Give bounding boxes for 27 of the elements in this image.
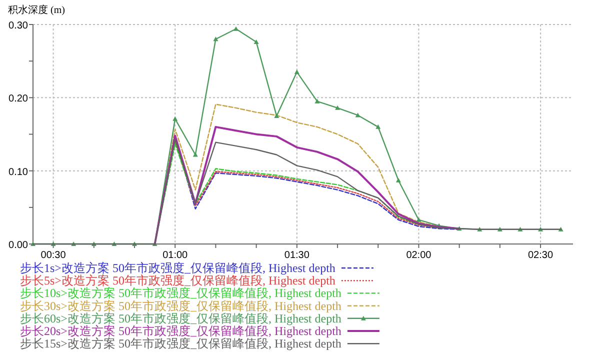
point	[294, 70, 300, 74]
y-tick-label: 0.10	[8, 166, 28, 178]
legend-label: 步长10s>改造方案 50年市政强度_仅保留峰值段, Highest depth	[20, 286, 342, 300]
point	[396, 178, 401, 182]
x-tick-label: 02:00	[406, 250, 432, 261]
point	[213, 36, 218, 42]
legend-label: 步长20s>改造方案 50年市政强度_仅保留峰值段, Highest depth	[20, 324, 342, 338]
legend-label: 步长5s>改造方案 50年市政强度_仅保留峰值段, Highest depth	[20, 274, 336, 288]
y-tick-label: 0.00	[8, 240, 28, 251]
y-tick-label: 0.30	[8, 20, 28, 32]
x-tick-label: 02:30	[528, 250, 554, 261]
x-tick-label: 01:30	[284, 250, 310, 261]
point	[355, 112, 360, 118]
legend-label: 步长1s>改造方案 50年市政强度_仅保留峰值段, Highest depth	[20, 261, 336, 275]
y-tick-label: 0.20	[8, 94, 28, 105]
point	[416, 217, 422, 222]
x-tick-label: 00:30	[40, 250, 66, 261]
point	[254, 40, 259, 44]
point	[376, 124, 381, 129]
y-axis-title: 积水深度 (m)	[8, 4, 65, 16]
point	[314, 98, 320, 104]
point	[172, 116, 178, 121]
x-tick-label: 01:00	[162, 250, 188, 261]
legend-label: 步长30s>改造方案 50年市政强度_仅保留峰值段, Highest depth	[20, 298, 342, 313]
point	[274, 113, 280, 118]
legend-label: 步长15s>改造方案 50年市政强度_仅保留峰值段, Highest depth	[20, 336, 342, 351]
point	[335, 105, 340, 110]
